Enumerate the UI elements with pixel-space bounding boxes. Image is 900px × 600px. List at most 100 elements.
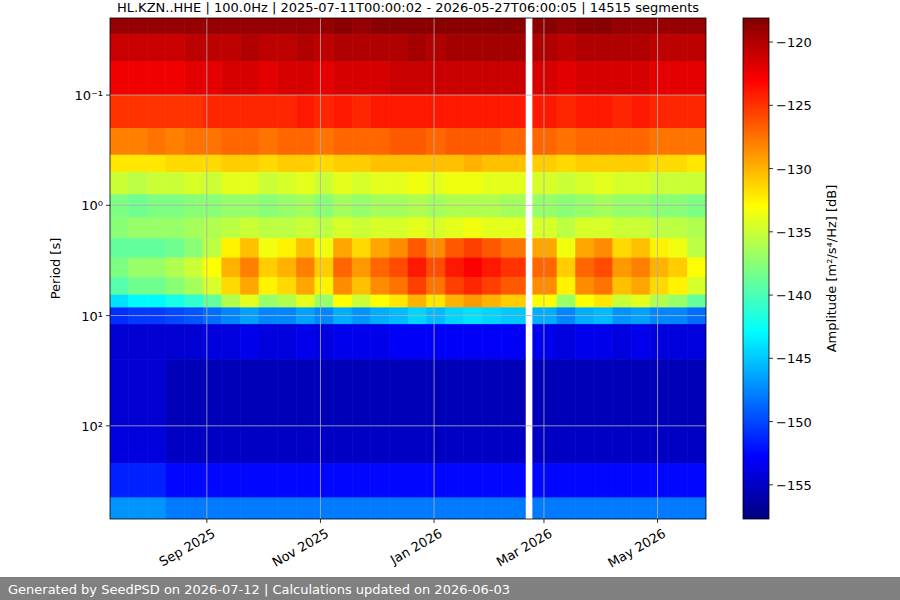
cell: [259, 172, 278, 195]
cell: [147, 498, 166, 519]
cell: [501, 218, 525, 239]
cell: [464, 34, 483, 62]
cell: [632, 258, 651, 277]
cell: [408, 128, 427, 155]
cell: [650, 239, 669, 258]
cell: [278, 426, 297, 464]
cell: [240, 128, 259, 155]
grid-line: [206, 18, 207, 519]
cell: [576, 62, 595, 95]
cell: [352, 34, 371, 62]
cell: [110, 498, 129, 519]
cell: [632, 155, 651, 172]
cell: [334, 34, 353, 62]
y-tick-label: 10²: [81, 419, 103, 434]
cell: [352, 18, 371, 34]
cell: [371, 295, 390, 308]
cell: [315, 359, 334, 425]
cell: [669, 195, 688, 218]
cell: [483, 218, 502, 239]
cell: [278, 308, 297, 325]
colorbar-tick: [769, 295, 773, 296]
cell: [557, 426, 576, 464]
cell: [533, 324, 557, 359]
cell: [296, 498, 315, 519]
cell: [576, 95, 595, 128]
cell: [371, 18, 390, 34]
cell: [632, 295, 651, 308]
cell: [533, 426, 557, 464]
cell: [222, 426, 241, 464]
cell: [110, 34, 129, 62]
cell: [632, 464, 651, 498]
cell: [222, 34, 241, 62]
cell: [259, 128, 278, 155]
cell: [147, 62, 166, 95]
cell: [483, 172, 502, 195]
cell: [557, 239, 576, 258]
cell: [315, 277, 334, 295]
cell: [296, 277, 315, 295]
cell: [594, 34, 613, 62]
cell: [464, 95, 483, 128]
cell: [483, 258, 502, 277]
cell: [147, 426, 166, 464]
cell: [352, 359, 371, 425]
cell: [185, 277, 204, 295]
x-tick: [543, 519, 544, 523]
cell: [371, 258, 390, 277]
cell: [240, 95, 259, 128]
cell: [259, 295, 278, 308]
cell: [445, 277, 464, 295]
cell: [687, 172, 706, 195]
cell: [501, 258, 525, 277]
cell: [408, 295, 427, 308]
cell: [222, 308, 241, 325]
colorbar-tick-label: −125: [776, 98, 812, 113]
cell: [222, 155, 241, 172]
colorbar-tick-label: −155: [776, 478, 812, 493]
cell: [259, 155, 278, 172]
cell: [352, 172, 371, 195]
cell: [464, 277, 483, 295]
cell: [259, 18, 278, 34]
cell: [296, 324, 315, 359]
cell: [147, 277, 166, 295]
cell: [557, 128, 576, 155]
grid: [110, 18, 706, 519]
cell: [334, 95, 353, 128]
cell: [129, 426, 148, 464]
cell: [650, 258, 669, 277]
cell: [632, 34, 651, 62]
cells: [110, 18, 706, 519]
cell: [147, 128, 166, 155]
cell: [632, 218, 651, 239]
cell: [222, 498, 241, 519]
cell: [166, 464, 185, 498]
cell: [576, 426, 595, 464]
cell: [687, 195, 706, 218]
colorbar-tick: [769, 168, 773, 169]
cell: [613, 239, 632, 258]
cell: [669, 426, 688, 464]
cell: [501, 295, 525, 308]
cell: [533, 239, 557, 258]
cell: [669, 218, 688, 239]
cell: [669, 295, 688, 308]
cell: [203, 95, 222, 128]
cell: [240, 172, 259, 195]
cell: [408, 426, 427, 464]
cell: [687, 426, 706, 464]
cell: [483, 239, 502, 258]
cell: [185, 62, 204, 95]
cell: [501, 359, 525, 425]
cell: [166, 239, 185, 258]
cell: [445, 324, 464, 359]
cell: [147, 172, 166, 195]
cell: [129, 172, 148, 195]
cell: [613, 218, 632, 239]
cell: [147, 218, 166, 239]
cell: [129, 295, 148, 308]
cell: [389, 128, 408, 155]
cell: [427, 258, 446, 277]
